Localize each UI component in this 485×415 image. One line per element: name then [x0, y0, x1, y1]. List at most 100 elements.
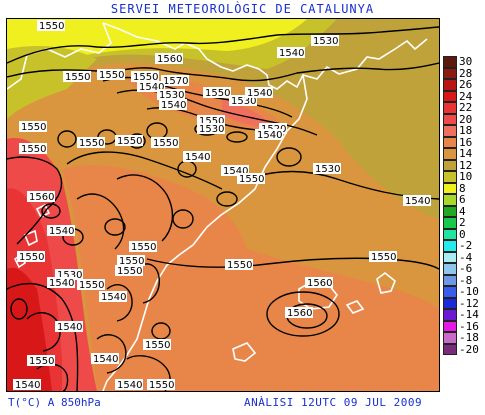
color-legend: 30 28 26 24 22 20 18 16 14 12 10 8 6 4 2 0 -2 -4 -6 -8 -10 -1…	[443, 56, 485, 356]
legend-label: 26	[459, 78, 473, 91]
svg-text:1540: 1540	[223, 166, 248, 177]
legend-label: 30	[459, 55, 473, 68]
legend-label: 28	[459, 66, 473, 80]
contour-label: 1550	[115, 135, 143, 147]
svg-text:1550: 1550	[371, 252, 396, 263]
svg-text:1540: 1540	[49, 278, 74, 289]
legend-swatch	[443, 263, 457, 275]
svg-text:1550: 1550	[21, 144, 46, 155]
legend-label: -18	[459, 331, 479, 344]
svg-text:1540: 1540	[49, 226, 74, 237]
svg-text:1540: 1540	[117, 380, 142, 391]
legend-swatch	[443, 90, 457, 102]
svg-text:1570: 1570	[163, 76, 188, 87]
svg-text:1540: 1540	[93, 354, 118, 365]
svg-text:1560: 1560	[287, 308, 312, 319]
contour-label: 1530	[157, 89, 185, 101]
svg-text:1550: 1550	[227, 260, 252, 271]
contour-label: 1560	[285, 307, 313, 319]
legend-label: -6	[459, 262, 473, 275]
contour-label: 1540	[255, 129, 283, 141]
contour-label: 1550	[77, 137, 105, 149]
legend-label: 4	[459, 204, 466, 218]
svg-text:1550: 1550	[21, 122, 46, 133]
contour-label: 1540	[403, 195, 431, 207]
contour-label: 1550	[97, 69, 125, 81]
legend-swatch	[443, 297, 457, 309]
contour-label: 1540	[99, 291, 127, 303]
legend-label: 10	[459, 170, 473, 183]
legend-label: 14	[459, 147, 473, 160]
legend-swatch	[443, 136, 457, 148]
svg-text:1540: 1540	[57, 322, 82, 333]
svg-text:1550: 1550	[79, 280, 104, 291]
svg-text:1540: 1540	[405, 196, 430, 207]
legend-label: 2	[459, 216, 466, 229]
svg-text:1550: 1550	[149, 380, 174, 391]
contour-label: 1550	[131, 71, 159, 83]
contour-label: 1550	[115, 265, 143, 277]
svg-text:1560: 1560	[157, 54, 182, 65]
legend-swatch	[443, 343, 457, 355]
contour-label: 1540	[221, 165, 249, 177]
svg-text:1550: 1550	[117, 266, 142, 277]
contour-label: 1530	[229, 95, 257, 107]
contour-label: 1540	[47, 277, 75, 289]
map-canvas: 1550 1560 1540 1530 1550 1550 1550 1570 …	[6, 19, 440, 392]
legend-swatch	[443, 194, 457, 206]
contour-label: 1550	[369, 251, 397, 263]
legend-swatch	[443, 286, 457, 298]
svg-text:1530: 1530	[231, 96, 256, 107]
contour-label: 1540	[137, 81, 165, 93]
svg-text:1550: 1550	[199, 116, 224, 127]
svg-text:1550: 1550	[19, 252, 44, 263]
contour-label: 1540	[55, 321, 83, 333]
svg-text:1550: 1550	[153, 138, 178, 149]
svg-text:1530: 1530	[159, 90, 184, 101]
legend-label: 6	[459, 193, 466, 206]
svg-text:1550: 1550	[117, 136, 142, 147]
svg-text:1550: 1550	[39, 21, 64, 32]
contour-label: 1550	[147, 379, 175, 391]
contour-label: 1540	[47, 225, 75, 237]
contour-label: 1550	[129, 241, 157, 253]
legend-swatch	[443, 240, 457, 252]
contour-label: 1540	[277, 47, 305, 59]
legend-label: -10	[459, 285, 479, 298]
contour-label: 1540	[245, 87, 273, 99]
contour-label: 1550	[203, 87, 231, 99]
contour-label: 1540	[13, 379, 41, 391]
contour-label: 1570	[161, 75, 189, 87]
svg-text:1550: 1550	[205, 88, 230, 99]
svg-text:1540: 1540	[101, 292, 126, 303]
legend-swatch	[443, 159, 457, 171]
svg-text:1560: 1560	[29, 192, 54, 203]
legend-label: 16	[459, 135, 473, 149]
temperature-map: 1550 1560 1540 1530 1550 1550 1550 1570 …	[6, 18, 440, 392]
svg-text:1540: 1540	[279, 48, 304, 59]
legend-label: 18	[459, 124, 473, 137]
analysis-time: ANÀLISI 12UTC 09 JUL 2009	[244, 396, 423, 409]
contour-label: 1530	[313, 163, 341, 175]
svg-text:1550: 1550	[99, 70, 124, 81]
svg-text:1550: 1550	[133, 72, 158, 83]
svg-text:1530: 1530	[315, 164, 340, 175]
svg-text:1550: 1550	[119, 256, 144, 267]
legend-swatch	[443, 67, 457, 79]
legend-swatch	[443, 274, 457, 286]
legend-label: -16	[459, 319, 479, 333]
legend-label: 22	[459, 101, 473, 114]
field-10-west	[7, 46, 97, 119]
svg-text:1550: 1550	[79, 138, 104, 149]
legend-swatch	[443, 171, 457, 183]
contour-label: 1550	[63, 71, 91, 83]
svg-text:1540: 1540	[15, 380, 40, 391]
legend-label: -4	[459, 250, 473, 264]
legend-swatch	[443, 56, 457, 68]
variable-label: T(°C) A 850hPa	[8, 396, 101, 409]
svg-text:1530: 1530	[57, 270, 82, 281]
svg-text:1530: 1530	[313, 36, 338, 47]
contour-label: 1530	[55, 269, 83, 281]
contour-label: 1550	[225, 259, 253, 271]
contour-label: 1550	[237, 173, 265, 185]
